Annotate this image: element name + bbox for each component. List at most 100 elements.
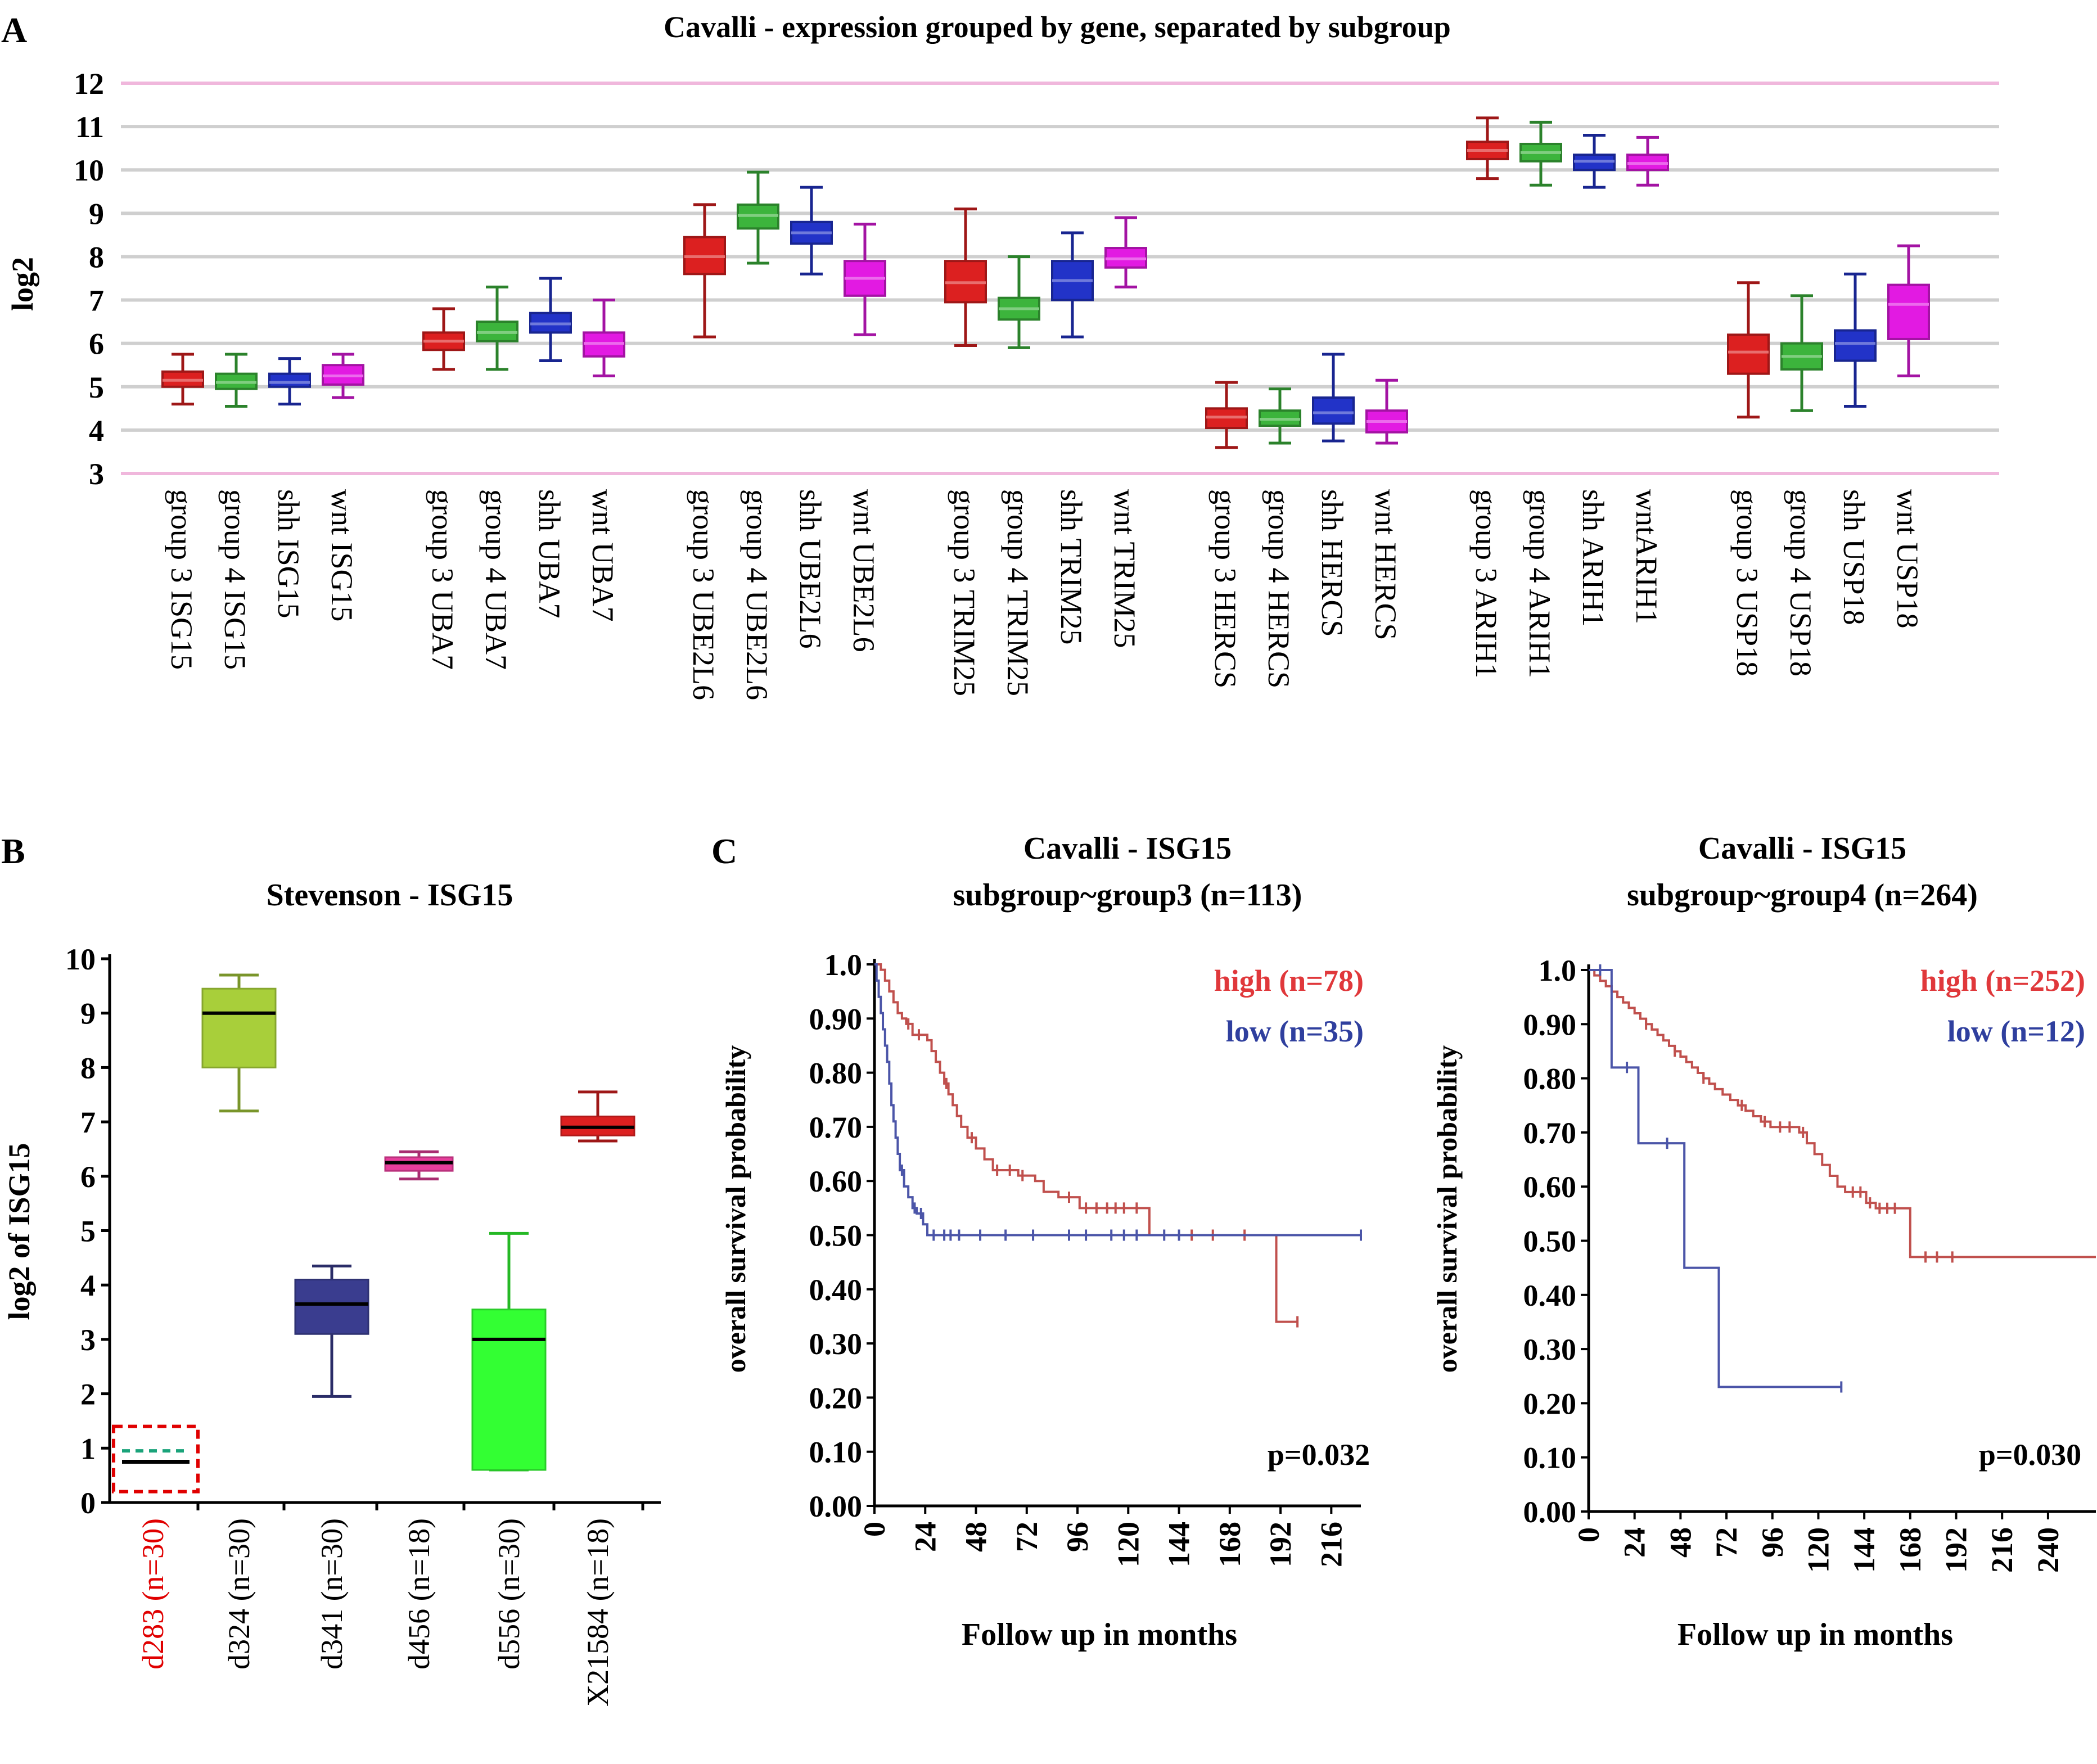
c1-curve-1 xyxy=(874,963,1361,1237)
c2-x-tick-label: 72 xyxy=(1710,1527,1743,1558)
chart-a-x-tick-label: wnt USP18 xyxy=(1891,489,1924,629)
c2-y-tick-label: 1.0 xyxy=(1539,954,1577,987)
km-plot-group3: Cavalli - ISG15 subgroup~group3 (n=113) … xyxy=(720,831,1370,1652)
km1-legend-low: low (n=35) xyxy=(1226,1014,1364,1048)
chart-a-x-tick-label: group 3 UBA7 xyxy=(426,489,459,670)
c1-curve-0 xyxy=(874,963,1298,1323)
panel-label-a: A xyxy=(1,10,27,50)
km1-xlabel: Follow up in months xyxy=(962,1617,1237,1652)
chart-b-y-tick-label: 8 xyxy=(80,1051,96,1085)
chart-a-y-tick-label: 8 xyxy=(89,240,104,274)
chart-a-x-tick-label: wnt UBA7 xyxy=(586,489,620,622)
km2-title-line2: subgroup~group4 (n=264) xyxy=(1627,878,1978,913)
chart-a-y-ticks: 3 4 5 6 7 8 9 10 11 12 xyxy=(74,67,104,491)
chart-a-x-tick-label: wnt UBE2L6 xyxy=(847,489,881,652)
chart-a-y-tick-label: 5 xyxy=(89,371,104,404)
chart-b-y-tick-label: 1 xyxy=(80,1432,96,1465)
panel-label-c: C xyxy=(711,831,737,871)
c2-y-tick-label: 0.60 xyxy=(1523,1170,1577,1204)
chart-a-title: Cavalli - expression grouped by gene, se… xyxy=(664,10,1451,44)
c2-y-tick-label: 0.70 xyxy=(1523,1116,1577,1150)
chart-b-boxes xyxy=(112,973,635,1494)
chart-a-boxes xyxy=(161,116,1930,449)
c2-y-tick-label: 0.30 xyxy=(1523,1333,1577,1366)
km1-title-line2: subgroup~group3 (n=113) xyxy=(953,878,1302,913)
c1-y-tick-label: 0.90 xyxy=(809,1002,863,1036)
chart-b-x-labels: d283 (n=30) d324 (n=30) d341 (n=30) d456 (n… xyxy=(136,1518,615,1707)
c1-x-tick-label: 48 xyxy=(959,1522,993,1552)
chart-a-box-usp18-0-box xyxy=(1727,333,1770,375)
chart-a-y-tick-label: 4 xyxy=(89,414,104,448)
km-plot-group4: Cavalli - ISG15 subgroup~group4 (n=264) … xyxy=(1431,831,2096,1652)
km2-legend-low: low (n=12) xyxy=(1947,1014,2085,1048)
chart-b-x-tick-label: d324 (n=30) xyxy=(222,1518,256,1670)
c2-x-tick-label: 0 xyxy=(1572,1527,1606,1542)
chart-a-box-hercs-2-box xyxy=(1312,396,1355,425)
chart-a-x-tick-label: group 4 UBE2L6 xyxy=(740,489,774,700)
chart-a-ylabel: log2 xyxy=(6,257,39,311)
c2-y-tick-label: 0.00 xyxy=(1523,1495,1577,1529)
chart-b-box-1-box xyxy=(201,987,277,1068)
c1-x-tick-label: 192 xyxy=(1264,1522,1297,1567)
km1-x-ticks: 0 24 48 72 96 120 144 168 192 216 xyxy=(858,1506,1348,1567)
km1-pvalue: p=0.032 xyxy=(1268,1438,1370,1472)
km2-pvalue: p=0.030 xyxy=(1979,1438,2081,1472)
chart-b-y-tick-label: 4 xyxy=(80,1269,96,1302)
chart-a-x-tick-label: group 4 ISG15 xyxy=(218,489,252,670)
km1-curves xyxy=(874,963,1362,1328)
chart-a-x-tick-label: group 4 UBA7 xyxy=(479,489,513,670)
chart-b-x-tick-label: d283 (n=30) xyxy=(136,1518,170,1670)
chart-a-x-tick-label: wnt HERCS xyxy=(1369,489,1402,640)
chart-a-x-tick-label: group 3 ARIH1 xyxy=(1469,489,1503,678)
km2-legend-high: high (n=252) xyxy=(1920,964,2085,998)
chart-b-y-tick-label: 5 xyxy=(80,1215,96,1248)
panel-c: C Cavalli - ISG15 subgroup~group3 (n=113… xyxy=(711,831,2096,1652)
chart-b-x-tick-label: d341 (n=30) xyxy=(315,1518,349,1670)
chart-a-x-tick-label: group 4 USP18 xyxy=(1784,489,1818,676)
chart-a-y-tick-label: 6 xyxy=(89,327,104,361)
chart-b-x-tick-label: X21584 (n=18) xyxy=(581,1518,615,1707)
c1-y-tick-label: 0.40 xyxy=(809,1273,863,1307)
km2-axes xyxy=(1587,964,2096,1513)
c1-x-tick-label: 72 xyxy=(1010,1522,1044,1552)
c2-curve-0 xyxy=(1589,969,2096,1258)
c1-x-tick-label: 120 xyxy=(1111,1522,1145,1567)
chart-a-x-tick-label: wnt TRIM25 xyxy=(1108,489,1142,648)
chart-b-y-tick-label: 7 xyxy=(80,1106,96,1139)
chart-a-x-tick-label: shh UBA7 xyxy=(533,489,566,619)
c2-y-tick-label: 0.40 xyxy=(1523,1279,1577,1312)
c2-x-tick-label: 120 xyxy=(1801,1527,1835,1573)
chart-a-y-tick-label: 10 xyxy=(74,154,104,187)
chart-a-x-tick-label: group 3 HERCS xyxy=(1208,489,1242,688)
chart-a-x-tick-label: wntARIH1 xyxy=(1630,489,1663,624)
km2-ylabel: overall survival probability xyxy=(1431,1045,1463,1373)
chart-b-axes xyxy=(108,954,661,1510)
c1-y-tick-label: 1.0 xyxy=(824,948,863,982)
chart-b-y-tick-label: 9 xyxy=(80,997,96,1031)
chart-a-x-tick-label: shh ISG15 xyxy=(272,489,305,619)
c2-x-tick-label: 216 xyxy=(1985,1527,2019,1573)
chart-a-box-isg15-2-box xyxy=(268,372,311,388)
c2-x-tick-label: 96 xyxy=(1756,1527,1789,1558)
chart-a-x-tick-label: shh UBE2L6 xyxy=(793,489,827,649)
panel-b: B Stevenson - ISG15 log2 of ISG15 0 1 2 3 4 5… xyxy=(1,831,661,1707)
c2-x-tick-label: 48 xyxy=(1663,1527,1697,1558)
chart-a-x-labels: group 3 ISG15 group 4 ISG15 shh ISG15 wnt I… xyxy=(165,489,1924,700)
c1-x-tick-label: 96 xyxy=(1061,1522,1094,1552)
chart-b-y-tick-label: 0 xyxy=(80,1486,96,1520)
chart-a-x-tick-label: shh TRIM25 xyxy=(1054,489,1088,645)
chart-b-title: Stevenson - ISG15 xyxy=(267,878,513,913)
chart-a-x-tick-label: shh ARIH1 xyxy=(1576,489,1610,627)
km2-curves xyxy=(1589,964,2096,1393)
c1-y-tick-label: 0.80 xyxy=(809,1057,863,1090)
chart-b-ylabel: log2 of ISG15 xyxy=(2,1143,36,1320)
chart-a-y-tick-label: 7 xyxy=(89,284,104,318)
chart-a-x-tick-label: group 4 ARIH1 xyxy=(1523,489,1557,678)
chart-b-y-tick-label: 10 xyxy=(65,942,96,976)
chart-a-y-tick-label: 12 xyxy=(74,67,104,101)
chart-a-x-tick-label: group 3 TRIM25 xyxy=(948,489,981,696)
c1-y-tick-label: 0.60 xyxy=(809,1165,863,1198)
chart-a-box-usp18-3-box xyxy=(1887,283,1930,340)
c2-y-tick-label: 0.50 xyxy=(1523,1225,1577,1258)
